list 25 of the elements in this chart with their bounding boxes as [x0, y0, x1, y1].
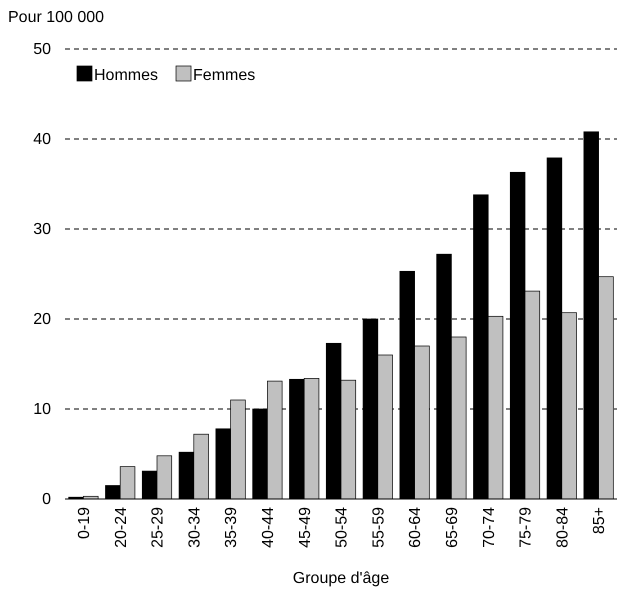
x-tick-label: 30-34	[186, 506, 204, 548]
y-tick-label: 30	[33, 221, 52, 238]
x-tick-label: 50-54	[334, 506, 351, 548]
x-tick-label: 40-44	[260, 506, 277, 548]
x-tick-label: 55-59	[370, 506, 388, 548]
x-tick-label: 35-39	[223, 506, 240, 548]
x-tick-label: 80-84	[554, 506, 572, 548]
y-tick-label: 10	[33, 401, 52, 418]
x-tick-label: 45-49	[296, 506, 314, 548]
x-tick-label: 25-29	[150, 506, 167, 548]
x-tick-label: 20-24	[112, 506, 130, 548]
x-tick-label: 60-64	[407, 506, 424, 548]
x-tick-label: 75-79	[518, 506, 535, 548]
y-axis-title: Pour 100 000	[8, 9, 104, 26]
x-tick-label: 70-74	[480, 506, 498, 548]
x-axis-title: Groupe d'âge	[292, 570, 390, 587]
x-tick-label: 65-69	[444, 506, 461, 548]
x-tick-label: 0-19	[76, 506, 93, 540]
y-tick-label: 40	[33, 131, 52, 148]
y-tick-label: 20	[33, 311, 52, 328]
y-tick-label: 50	[33, 41, 52, 58]
legend-label: Femmes	[193, 67, 256, 84]
y-tick-label: 0	[42, 491, 52, 508]
legend-label: Hommes	[94, 67, 158, 84]
x-tick-label: 85+	[591, 507, 608, 534]
